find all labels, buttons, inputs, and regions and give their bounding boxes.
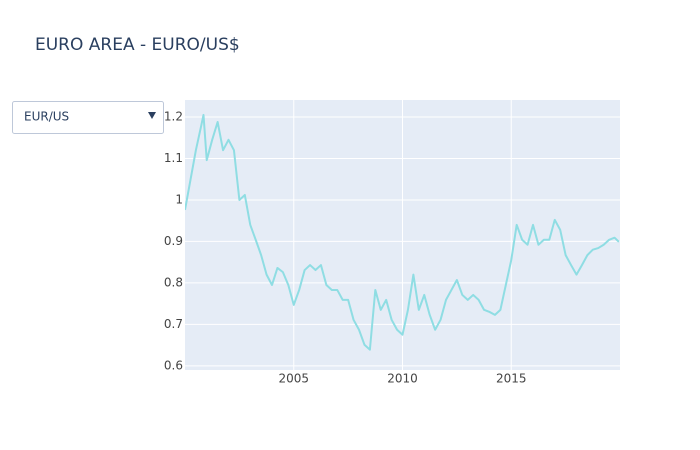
x-tick-label: 2010 [387,372,418,386]
line [185,113,620,351]
y-tick-label: 0.7 [164,317,183,331]
grid [185,100,620,370]
dropdown[interactable]: EUR/US [12,101,164,134]
ticks: 0.6 0.7 0.8 0.9 1 1.1 1.2 2005 2010 2015 [164,110,527,386]
x-tick-label: 2005 [278,372,309,386]
x-tick-label: 2015 [496,372,527,386]
y-tick-label: 1 [175,192,183,206]
y-tick-label: 1.2 [164,110,183,124]
y-tick-label: 0.9 [164,234,183,248]
y-tick-label: 0.8 [164,275,183,289]
marks [185,113,620,351]
y-tick-label: 1.1 [164,151,183,165]
y-tick-label: 0.6 [164,358,183,372]
chart-title: EURO AREA - EURO/US$ [35,35,240,55]
dropdown-box[interactable] [12,101,164,134]
dropdown-label[interactable]: EUR/US [24,110,69,124]
dropdown-arrow[interactable] [148,112,156,119]
